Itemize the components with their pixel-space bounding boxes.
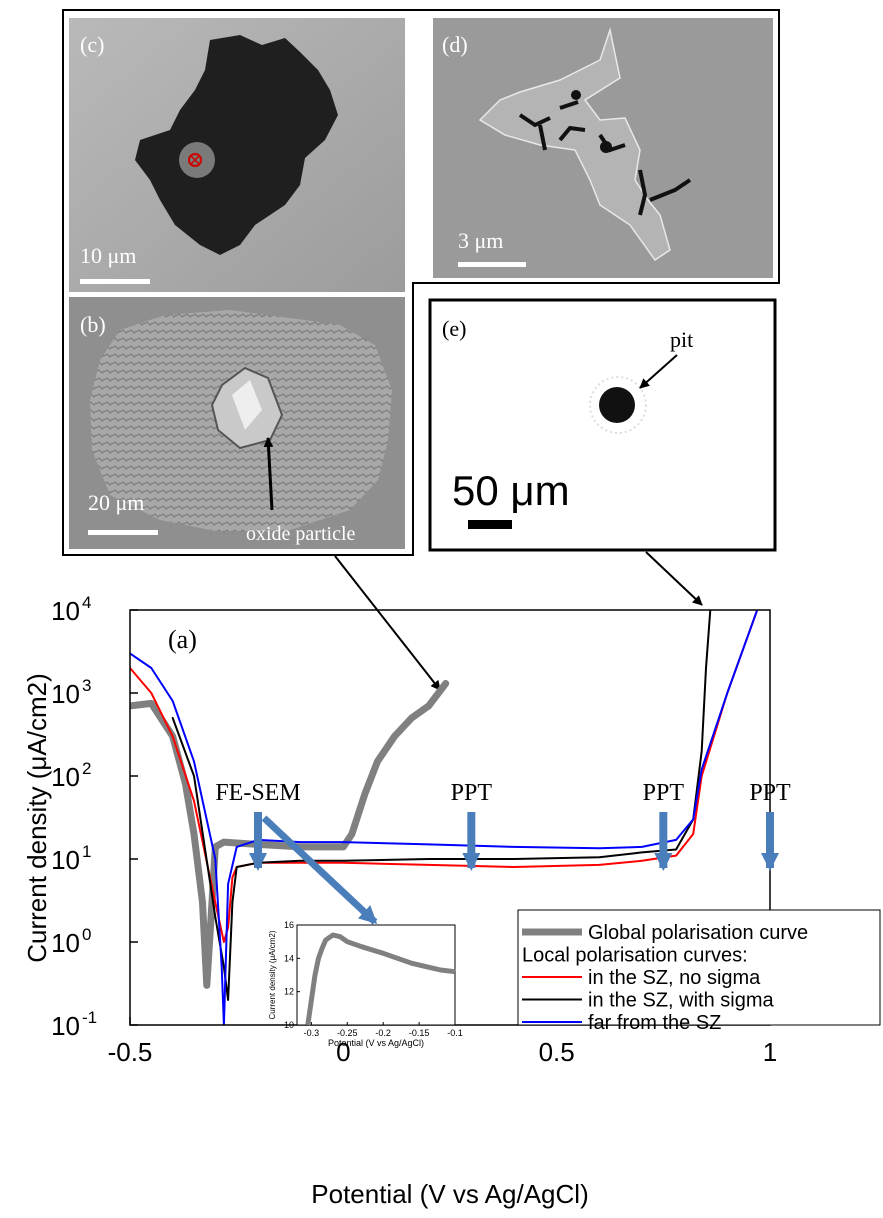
inset-y-tick-2: 14 xyxy=(284,953,294,963)
y-tick-label-1: 10 xyxy=(51,928,80,958)
x-tick-label-3: 1 xyxy=(763,1037,777,1067)
inset-y-label: Current density (μA/cm2) xyxy=(268,930,277,1019)
y-tick-exp-0: -1 xyxy=(82,1008,97,1027)
x-tick-label-1: 0 xyxy=(336,1037,350,1067)
panel-b-annotation-arrow xyxy=(263,437,274,511)
legend-label-4: far from the SZ xyxy=(588,1012,721,1034)
y-axis-label: Current density (μA/cm2) xyxy=(22,673,52,963)
panel-c-scale-text: 10 μm xyxy=(80,243,136,268)
inset-y-tick-3: 16 xyxy=(284,920,294,930)
panel-c-marker xyxy=(188,153,202,167)
connector-arrow-e xyxy=(645,551,703,606)
panel-d-phase xyxy=(478,27,671,262)
annotations: FE-SEM PPT PPT PPT xyxy=(215,780,791,925)
panel-c-label: (c) xyxy=(80,32,104,57)
panel-c-scale-bar xyxy=(80,279,150,284)
legend-label-2: in the SZ, no sigma xyxy=(588,967,761,989)
inset-x-tick-4: -0.1 xyxy=(447,1028,463,1038)
connector-arrow-b xyxy=(334,555,441,691)
panel-b-scale-text: 20 μm xyxy=(88,490,144,515)
y-tick-label-0: 10 xyxy=(51,1011,80,1041)
inset-y-tick-0: 10 xyxy=(284,1020,294,1030)
legend-label-3: in the SZ, with sigma xyxy=(588,990,775,1012)
panel-b-annotation: oxide particle xyxy=(246,523,356,545)
y-tick-label-4: 10 xyxy=(51,679,80,709)
y-tick-exp-1: 0 xyxy=(82,925,91,944)
y-tick-exp-3: 2 xyxy=(82,759,91,778)
panel-d: (d) 3 μm xyxy=(433,18,773,278)
panel-c-inclusion xyxy=(179,142,215,178)
panel-a-label: (a) xyxy=(168,625,197,654)
series-line-0 xyxy=(130,680,450,989)
inset-series-line-0 xyxy=(305,932,456,1026)
panel-e-scale-text: 50 μm xyxy=(452,467,570,514)
annotation-label-0: FE-SEM xyxy=(215,780,300,806)
y-tick-exp-4: 3 xyxy=(82,676,91,695)
panel-e-pit xyxy=(599,387,635,423)
panel-e-scale-bar xyxy=(468,520,512,529)
micrograph-frame xyxy=(62,9,780,556)
panel-d-scale-text: 3 μm xyxy=(458,228,503,253)
y-tick-label-3: 10 xyxy=(51,762,80,792)
annotation-label-3: PPT xyxy=(749,780,791,806)
series-line-1 xyxy=(130,610,759,943)
legend-header: Local polarisation curves: xyxy=(522,945,748,967)
panel-d-scale-bar xyxy=(458,262,526,267)
panel-b-label: (b) xyxy=(80,312,106,337)
legend-label-0: Global polarisation curve xyxy=(588,922,808,944)
panel-e-image xyxy=(428,298,777,552)
series-line-3 xyxy=(130,610,759,1025)
panel-c-pit xyxy=(135,35,338,255)
inset-x-tick-2: -0.2 xyxy=(375,1028,391,1038)
x-axis-label: Potential (V vs Ag/AgCl) xyxy=(311,1179,588,1209)
panel-d-label: (d) xyxy=(442,32,468,57)
inset-x-tick-0: -0.3 xyxy=(304,1028,320,1038)
inset-y-tick-1: 12 xyxy=(284,987,294,997)
inset-x-label: Potential (V vs Ag/AgCl) xyxy=(328,1038,424,1048)
inset-frame xyxy=(296,924,456,1026)
annotation-label-1: PPT xyxy=(451,780,493,806)
inset-pointer-arrow xyxy=(261,815,378,925)
inset-x-tick-3: -0.15 xyxy=(409,1028,430,1038)
panel-c: (c) 10 μm xyxy=(69,18,405,292)
panel-e-annotation: pit xyxy=(670,327,693,352)
panel-e: (e) pit 50 μm xyxy=(428,298,777,552)
y-tick-label-2: 10 xyxy=(51,845,80,875)
y-tick-exp-5: 4 xyxy=(82,593,91,612)
annotation-label-2: PPT xyxy=(643,780,685,806)
panel-e-label: (e) xyxy=(442,316,466,341)
panel-b: (b) 20 μm oxide particle xyxy=(69,297,405,549)
inset-chart: -0.3 -0.25 -0.2 -0.15 -0.1 10 12 14 16 Potential … xyxy=(268,920,463,1048)
y-tick-label-5: 10 xyxy=(51,596,80,626)
inset-x-tick-1: -0.25 xyxy=(337,1028,358,1038)
panel-b-scale-bar xyxy=(88,530,158,535)
x-tick-label-0: -0.5 xyxy=(108,1037,153,1067)
panel-e-annotation-arrow xyxy=(639,354,678,389)
series-layer xyxy=(130,610,759,1025)
x-axis: -0.5 0 0.5 1 xyxy=(108,1017,777,1067)
y-tick-exp-2: 1 xyxy=(82,842,91,861)
x-tick-label-2: 0.5 xyxy=(539,1037,575,1067)
